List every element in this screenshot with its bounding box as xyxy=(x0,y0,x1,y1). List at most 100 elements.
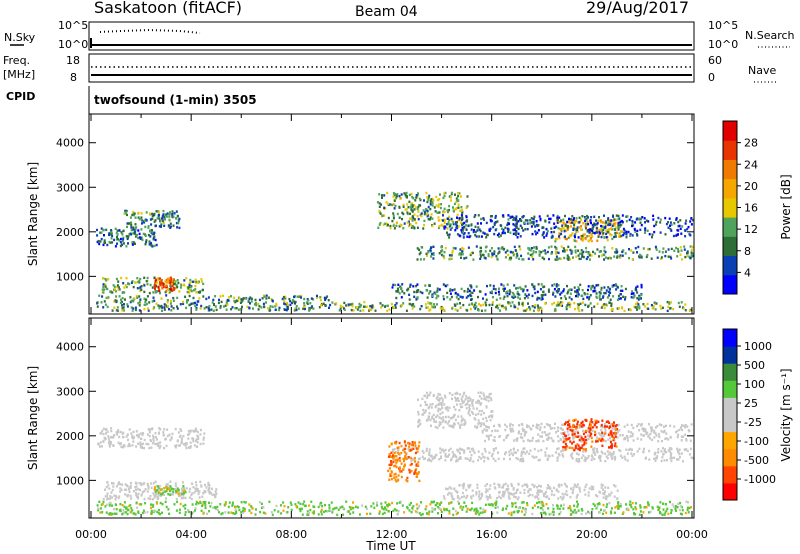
power-cell xyxy=(483,256,486,259)
power-cell xyxy=(448,215,451,218)
velocity-cell xyxy=(167,508,170,511)
power-cell xyxy=(530,217,533,220)
velocity-cell xyxy=(396,502,399,505)
power-cell xyxy=(485,298,488,301)
power-cell xyxy=(134,235,137,238)
velocity-cell xyxy=(391,501,394,505)
power-cell xyxy=(133,212,136,215)
velocity-cell xyxy=(677,450,680,454)
velocity-cell xyxy=(414,451,417,455)
power-cell xyxy=(465,256,468,259)
velocity-cell xyxy=(548,486,551,490)
velocity-cell xyxy=(560,432,563,435)
velocity-cell xyxy=(467,447,470,450)
velocity-cell xyxy=(414,510,417,513)
power-cell xyxy=(133,297,136,300)
power-cell xyxy=(513,284,516,287)
power-cell xyxy=(295,305,298,308)
velocity-cell xyxy=(452,416,455,419)
velocity-cell xyxy=(195,481,197,484)
velocity-cell xyxy=(376,504,379,507)
power-cell xyxy=(604,250,607,254)
power-cell xyxy=(131,280,134,283)
velocity-cell xyxy=(446,487,449,491)
power-cell xyxy=(587,305,589,308)
velocity-cell xyxy=(342,507,345,510)
velocity-cell xyxy=(516,510,519,513)
velocity-cell xyxy=(550,437,553,440)
velocity-cell xyxy=(489,396,492,400)
power-cell xyxy=(607,223,610,226)
power-cell xyxy=(540,308,543,311)
power-cell xyxy=(116,237,119,241)
power-colorbar-tick-label: 24 xyxy=(744,158,758,171)
velocity-cell xyxy=(526,502,529,505)
power-cell xyxy=(240,298,243,301)
velocity-cell xyxy=(211,493,214,496)
power-cell xyxy=(195,291,198,294)
velocity-cell xyxy=(538,490,541,494)
velocity-cell xyxy=(432,394,435,397)
velocity-cell xyxy=(648,511,650,514)
power-cell xyxy=(529,307,532,310)
velocity-cell xyxy=(570,455,573,458)
power-cell xyxy=(324,304,327,307)
velocity-cell xyxy=(387,510,390,513)
velocity-cell xyxy=(549,427,552,430)
power-cell xyxy=(603,306,606,310)
power-cell xyxy=(376,201,379,204)
power-cell xyxy=(364,305,367,308)
velocity-cell xyxy=(572,437,575,440)
power-cell xyxy=(133,213,136,217)
power-cell xyxy=(175,210,178,213)
power-cell xyxy=(670,223,673,226)
power-cell xyxy=(254,298,257,302)
velocity-cell xyxy=(136,506,139,509)
velocity-cell xyxy=(607,486,610,489)
velocity-cell xyxy=(419,404,422,407)
power-cell xyxy=(190,289,193,293)
velocity-cell xyxy=(397,452,400,455)
power-cell xyxy=(524,285,527,288)
velocity-cell xyxy=(200,484,203,487)
velocity-cell xyxy=(474,425,477,428)
velocity-cell xyxy=(498,491,501,494)
velocity-cell xyxy=(99,507,102,510)
power-cell xyxy=(435,204,438,207)
power-cell xyxy=(576,289,579,292)
power-cell xyxy=(469,284,472,287)
power-cell xyxy=(462,222,465,225)
velocity-cell xyxy=(175,444,178,447)
velocity-cell xyxy=(524,507,527,511)
velocity-cell xyxy=(587,491,590,494)
power-cell xyxy=(176,296,179,300)
velocity-cell xyxy=(198,490,201,493)
power-cell xyxy=(504,251,507,254)
velocity-cell xyxy=(504,428,507,432)
velocity-cell xyxy=(545,503,548,506)
power-cell xyxy=(441,249,444,252)
velocity-cell xyxy=(104,488,106,491)
power-cell xyxy=(478,290,481,293)
power-cell xyxy=(449,223,452,226)
power-cell xyxy=(553,283,556,286)
power-cell xyxy=(591,227,594,230)
velocity-cell xyxy=(451,397,453,401)
power-cell xyxy=(453,303,456,306)
velocity-cell xyxy=(417,506,420,509)
velocity-cell xyxy=(162,433,165,436)
power-cell xyxy=(247,300,250,303)
power-cell xyxy=(410,192,413,196)
velocity-cell xyxy=(575,496,578,499)
velocity-cell xyxy=(159,445,162,448)
velocity-cell xyxy=(459,393,462,396)
power-cell xyxy=(686,252,689,255)
velocity-cell xyxy=(418,457,421,460)
power-cell xyxy=(631,290,634,293)
power-cell xyxy=(524,309,527,312)
velocity-cell xyxy=(514,501,517,505)
power-cell xyxy=(417,218,420,221)
velocity-cell xyxy=(152,498,154,501)
velocity-cell xyxy=(596,450,599,454)
power-cell xyxy=(502,229,505,232)
